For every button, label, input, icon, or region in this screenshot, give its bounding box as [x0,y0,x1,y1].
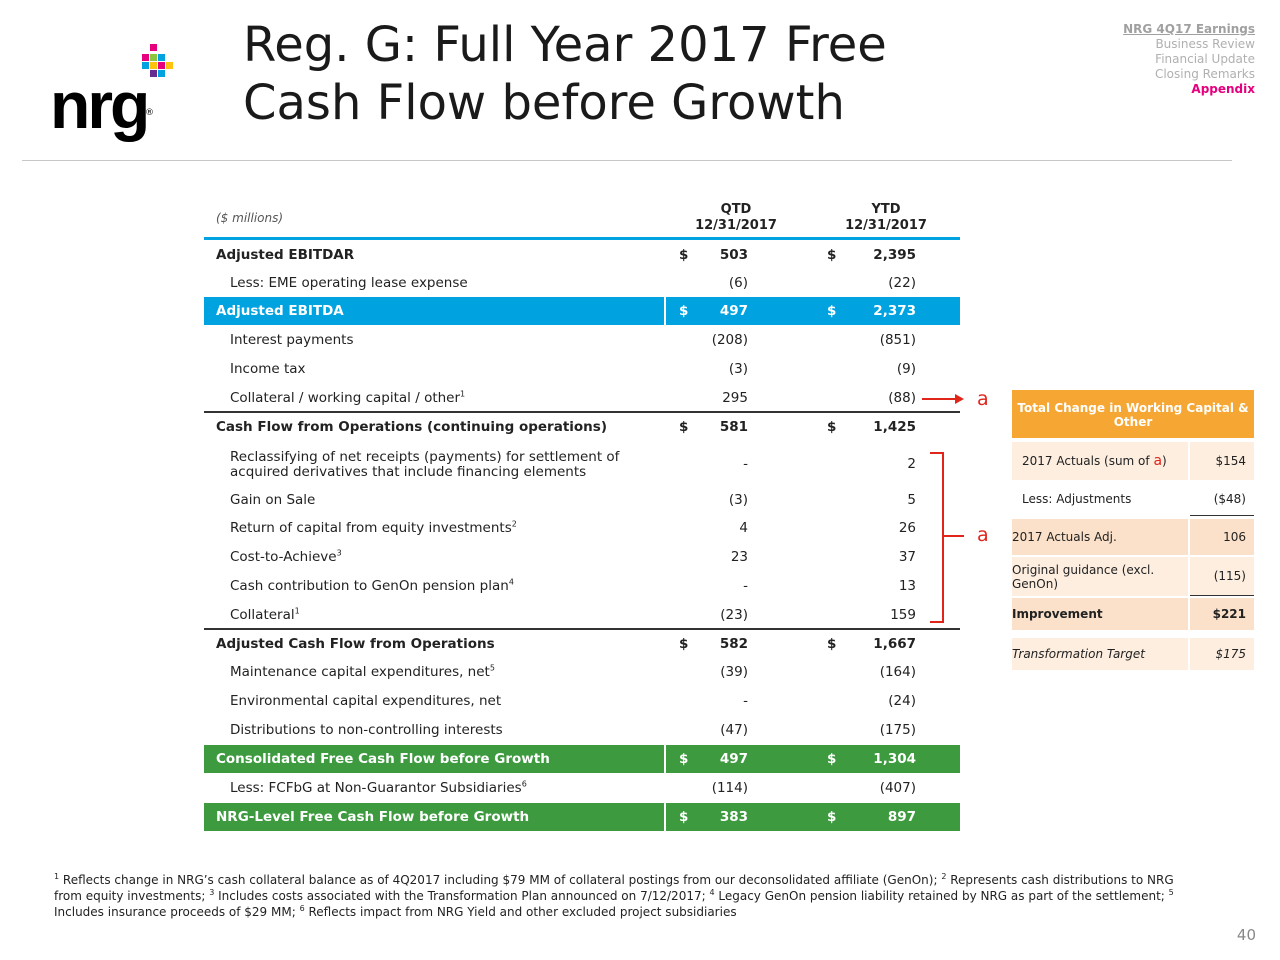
table-row-income-tax: Income tax (3) (9) [230,361,916,377]
nav-item-business-review[interactable]: Business Review [1155,37,1255,51]
footnotes: 1 Reflects change in NRG’s cash collater… [54,872,1174,920]
table-row-interest-payments: Interest payments (208) (851) [230,332,916,348]
footnote-ref: 1 [460,389,466,399]
table-row-non-guarantor: Less: FCFbG at Non-Guarantor Subsidiarie… [230,779,916,796]
footnote-ref: 1 [294,606,300,616]
footnote-ref: 4 [508,577,514,587]
table-row-adjusted-ebitda: Adjusted EBITDA $ 497 $ 2,373 [204,297,960,325]
table-row-consolidated-fcfbg: Consolidated Free Cash Flow before Growt… [204,745,960,773]
annotation-arrow-line [922,398,957,400]
header-divider [204,237,960,240]
table-row-eme-lease: Less: EME operating lease expense (6) (2… [230,275,916,291]
summary-row-transformation-target: Transformation Target $175 [1012,638,1254,670]
table-row-adjusted-ebitdar: Adjusted EBITDAR $ 503 $ 2,395 [216,247,916,263]
summary-row-original-guidance: Original guidance (excl. GenOn) (115) [1012,557,1254,596]
annotation-marker-a: a [1153,453,1163,469]
annotation-bracket [930,452,944,623]
page-title-line-2: Cash Flow before Growth [243,75,845,131]
nav-item-financial-update[interactable]: Financial Update [1155,52,1255,66]
annotation-arrow-head-icon [955,394,964,404]
annotation-bracket-tick [944,535,964,537]
table-row-collateral: Collateral1 (23) 159 [230,606,916,623]
footnote-ref: 3 [336,548,342,558]
nav-header-link[interactable]: NRG 4Q17 Earnings [1123,22,1255,36]
units-label: ($ millions) [216,211,284,225]
summary-row-adjustments: Less: Adjustments ($48) [1012,482,1254,516]
table-row-distributions-nci: Distributions to non-controlling interes… [230,722,916,738]
column-header-ytd: YTD 12/31/2017 [845,202,927,233]
table-row-cfo: Cash Flow from Operations (continuing op… [204,411,960,439]
title-divider [22,160,1232,161]
footnote-ref: 6 [521,779,527,789]
column-header-qtd: QTD 12/31/2017 [695,202,777,233]
table-row-environmental-capex: Environmental capital expenditures, net … [230,693,916,709]
footnote-ref: 5 [489,663,495,673]
table-row-genon-pension: Cash contribution to GenOn pension plan4… [230,577,916,594]
page-title: Reg. G: Full Year 2017 Free Cash Flow be… [243,16,887,132]
footnote-ref: 2 [511,519,517,529]
nav-item-closing-remarks[interactable]: Closing Remarks [1154,67,1255,81]
table-row-collateral-working-capital: Collateral / working capital / other1 29… [230,389,916,406]
annotation-marker-a: a [977,388,989,410]
summary-row-improvement: Improvement $221 [1012,598,1254,630]
table-row-nrg-level-fcfbg: NRG-Level Free Cash Flow before Growth $… [204,803,960,831]
page-number: 40 [1236,926,1256,944]
table-row-reclassifying-derivatives: Reclassifying of net receipts (payments)… [230,449,916,480]
nrg-logo: nrg ® [50,42,200,142]
table-row-return-of-capital: Return of capital from equity investment… [230,519,916,536]
section-nav: NRG 4Q17 Earnings Business Review Financ… [1123,22,1255,97]
table-row-adjusted-cfo: Adjusted Cash Flow from Operations $ 582… [204,628,960,656]
summary-header: Total Change in Working Capital & Other [1012,390,1254,438]
nav-item-appendix[interactable]: Appendix [1191,82,1255,96]
summary-row-actuals: 2017 Actuals (sum of a) $154 [1012,442,1254,480]
logo-wordmark: nrg [50,68,150,142]
summary-row-actuals-adj: 2017 Actuals Adj. 106 [1012,519,1254,555]
logo-registered-mark: ® [145,108,154,118]
logo-mark-icon [142,44,173,77]
table-row-gain-on-sale: Gain on Sale (3) 5 [230,492,916,508]
annotation-marker-a: a [977,524,989,546]
table-row-cost-to-achieve: Cost-to-Achieve3 23 37 [230,548,916,565]
table-row-maintenance-capex: Maintenance capital expenditures, net5 (… [230,663,916,680]
page-title-line-1: Reg. G: Full Year 2017 Free [243,17,887,73]
